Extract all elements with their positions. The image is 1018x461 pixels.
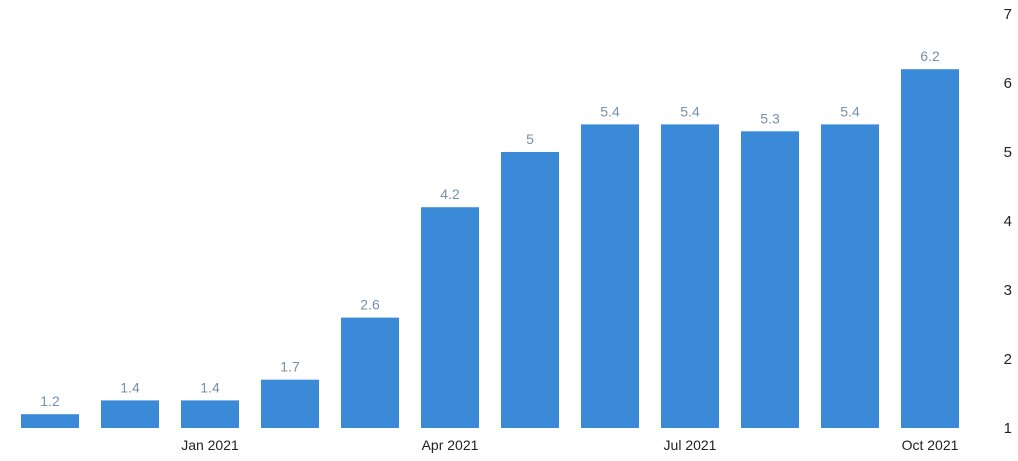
data-label-5: 4.2 bbox=[440, 186, 460, 202]
data-label-9: 5.3 bbox=[760, 110, 780, 126]
bars-group bbox=[21, 69, 959, 429]
x-tick-label-2: Jul 2021 bbox=[664, 437, 717, 453]
bar-2 bbox=[181, 400, 239, 428]
bar-4 bbox=[341, 317, 399, 428]
bar-10 bbox=[821, 124, 879, 429]
data-label-2: 1.4 bbox=[200, 379, 220, 395]
data-label-1: 1.4 bbox=[120, 379, 140, 395]
bar-11 bbox=[901, 69, 959, 428]
y-tick-label-5: 6 bbox=[1004, 75, 1012, 92]
data-label-8: 5.4 bbox=[680, 103, 700, 119]
bar-8 bbox=[661, 124, 719, 429]
bar-9 bbox=[741, 131, 799, 429]
y-tick-label-6: 7 bbox=[1004, 6, 1012, 23]
y-tick-label-3: 4 bbox=[1004, 213, 1012, 230]
data-labels-group: 1.2 1.4 1.4 1.7 2.6 4.2 5 5.4 5.4 5.3 5.4 6.2 bbox=[40, 48, 940, 409]
bar-3 bbox=[261, 379, 319, 428]
x-axis-ticks: Jan 2021 Apr 2021 Jul 2021 Oct 2021 bbox=[181, 437, 958, 453]
x-tick-label-1: Apr 2021 bbox=[422, 437, 479, 453]
y-tick-label-1: 2 bbox=[1004, 351, 1012, 368]
bar-1 bbox=[101, 400, 159, 428]
data-label-11: 6.2 bbox=[920, 48, 940, 64]
data-label-6: 5 bbox=[526, 131, 534, 147]
bar-7 bbox=[581, 124, 639, 429]
x-tick-label-3: Oct 2021 bbox=[902, 437, 959, 453]
bar-0 bbox=[21, 414, 79, 428]
x-tick-label-0: Jan 2021 bbox=[181, 437, 239, 453]
y-tick-label-2: 3 bbox=[1004, 282, 1012, 299]
y-axis-ticks: 1 2 3 4 5 6 7 bbox=[1004, 6, 1012, 437]
bar-5 bbox=[421, 207, 479, 428]
data-label-7: 5.4 bbox=[600, 103, 620, 119]
data-label-3: 1.7 bbox=[280, 359, 300, 375]
data-label-0: 1.2 bbox=[40, 393, 60, 409]
data-label-10: 5.4 bbox=[840, 103, 860, 119]
bar-6 bbox=[501, 152, 559, 428]
y-tick-label-4: 5 bbox=[1004, 144, 1012, 161]
y-tick-label-0: 1 bbox=[1004, 420, 1012, 437]
data-label-4: 2.6 bbox=[360, 297, 380, 313]
